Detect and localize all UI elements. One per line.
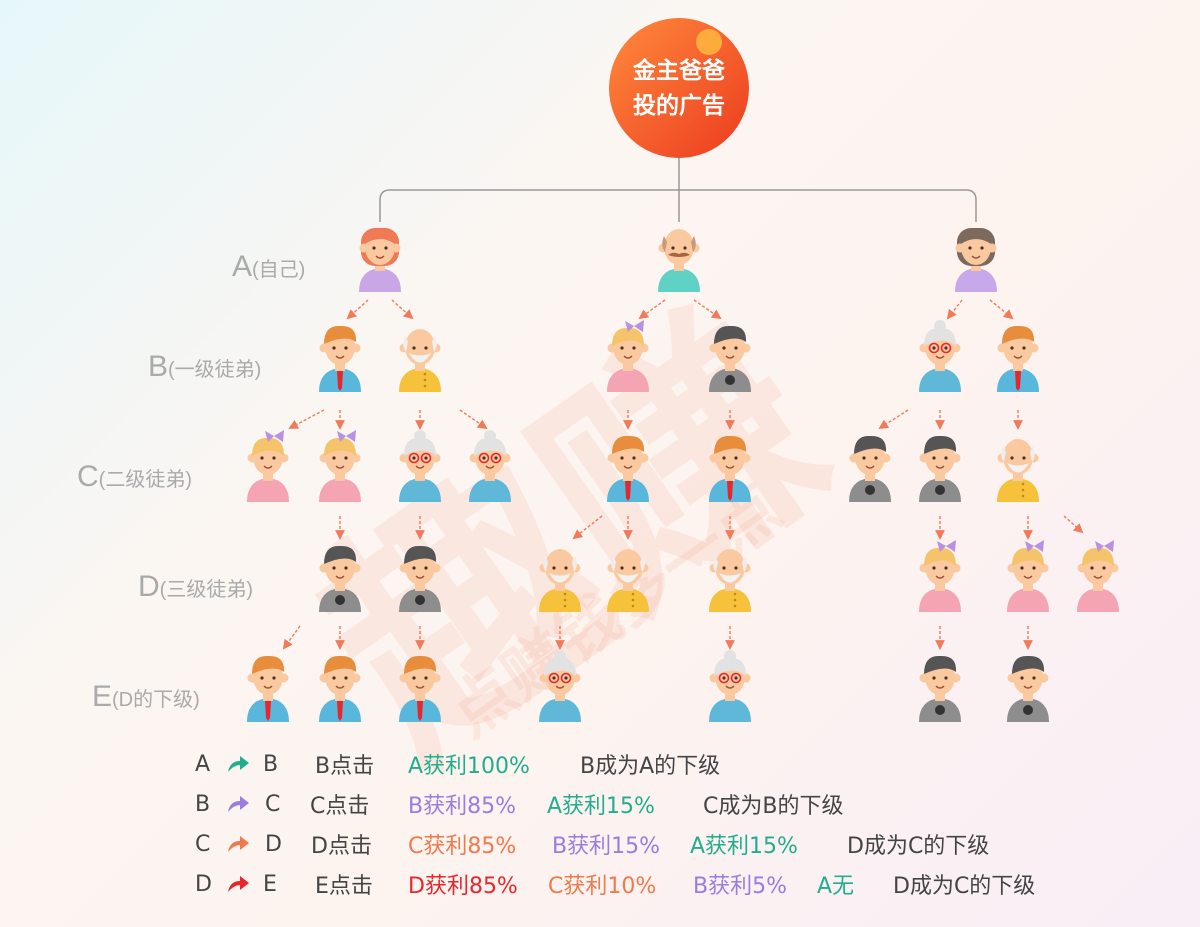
darkboy-avatar-icon — [919, 435, 961, 502]
sponsor-line1: 金主爸爸 — [632, 57, 725, 84]
darkboy-avatar-icon — [919, 655, 961, 722]
grandpa-avatar-icon — [539, 549, 581, 612]
down-arrow-icon — [282, 625, 301, 650]
legend-result: C成为B的下级 — [703, 794, 844, 819]
boy-avatar-icon — [997, 325, 1039, 392]
sponsor-coin-highlight — [696, 29, 722, 55]
redhair-avatar-icon — [359, 227, 401, 292]
down-arrow-icon — [346, 299, 369, 320]
curved-arrow-icon — [228, 836, 249, 852]
legend-gain: C获利10% — [548, 874, 657, 899]
legend-gain: B获利85% — [408, 794, 516, 819]
darkboy-avatar-icon — [319, 545, 361, 612]
legend-gain: D获利85% — [408, 874, 518, 899]
down-arrow-icon — [459, 409, 488, 430]
grandma-avatar-icon — [919, 320, 961, 392]
legend-from: C — [195, 831, 211, 857]
legend-gain: C获利85% — [408, 834, 517, 859]
girl-avatar-icon — [1077, 540, 1119, 612]
legend-result: B成为A的下级 — [580, 754, 721, 779]
legend-gain: A获利15% — [690, 834, 798, 859]
boy-avatar-icon — [607, 435, 649, 502]
grandma-avatar-icon — [539, 650, 581, 722]
sponsor-node: 金主爸爸 投的广告 — [609, 18, 749, 158]
darkboy-avatar-icon — [709, 325, 751, 392]
sponsor-line2: 投的广告 — [633, 92, 725, 119]
grandpa-avatar-icon — [709, 549, 751, 612]
level-label-a: A(自己) — [232, 250, 306, 283]
darkboy-avatar-icon — [849, 435, 891, 502]
girl-avatar-icon — [319, 430, 361, 502]
boy-avatar-icon — [399, 655, 441, 722]
legend-gain: A无 — [817, 874, 855, 899]
grandpa-avatar-icon — [399, 329, 441, 392]
sponsor-circle — [609, 18, 749, 158]
legend-result: D成为C的下级 — [847, 834, 990, 859]
grandma-avatar-icon — [469, 430, 511, 502]
level-label-b: B(一级徒弟) — [148, 350, 262, 383]
down-arrow-icon — [989, 299, 1014, 320]
level-label-e: E(D的下级) — [92, 680, 200, 713]
legend-result: D成为C的下级 — [893, 874, 1036, 899]
down-arrow-icon — [693, 299, 722, 320]
legend-gain: B获利5% — [693, 874, 787, 899]
legend-click: B点击 — [315, 754, 375, 779]
boy-avatar-icon — [709, 435, 751, 502]
legend-to: C — [265, 791, 281, 817]
grandma-avatar-icon — [399, 430, 441, 502]
legend-click: D点击 — [311, 834, 372, 859]
legend-gain: A获利100% — [408, 754, 530, 779]
legend-gain: B获利15% — [552, 834, 660, 859]
level-label-c: C(二级徒弟) — [77, 460, 192, 493]
grandpa-avatar-icon — [997, 439, 1039, 502]
legend-from: A — [195, 751, 211, 777]
girl-avatar-icon — [247, 430, 289, 502]
boy-avatar-icon — [319, 325, 361, 392]
darkboy-avatar-icon — [1007, 655, 1049, 722]
level-label-d: D(三级徒弟) — [138, 570, 253, 603]
legend-click: C点击 — [310, 794, 370, 819]
curved-arrow-icon — [228, 876, 249, 892]
curved-arrow-icon — [228, 796, 249, 812]
down-arrow-icon — [391, 299, 414, 320]
down-arrow-icon — [878, 409, 909, 430]
arrows-layer — [282, 299, 1084, 650]
grandpa-avatar-icon — [607, 549, 649, 612]
girl-avatar-icon — [607, 320, 649, 392]
grandma-avatar-icon — [709, 650, 751, 722]
girl-avatar-icon — [1007, 540, 1049, 612]
boy-avatar-icon — [247, 655, 289, 722]
legend-to: B — [263, 751, 279, 777]
boy-avatar-icon — [319, 655, 361, 722]
people-layer — [247, 227, 1119, 722]
bald-avatar-icon — [658, 229, 700, 292]
girl-avatar-icon — [919, 540, 961, 612]
legend-to: D — [265, 831, 282, 857]
legend-to: E — [263, 871, 277, 897]
darkboy-avatar-icon — [399, 545, 441, 612]
down-arrow-icon — [1063, 515, 1084, 534]
brownhair-avatar-icon — [955, 227, 997, 292]
down-arrow-icon — [288, 409, 325, 429]
legend-gain: A获利15% — [547, 794, 655, 819]
legend-from: B — [195, 791, 211, 817]
connector-bar — [379, 189, 977, 222]
down-arrow-icon — [638, 299, 666, 320]
curved-arrow-icon — [228, 756, 249, 772]
sponsor-connectors — [379, 158, 977, 222]
down-arrow-icon — [946, 299, 963, 320]
legend-from: D — [195, 871, 212, 897]
legend-click: E点击 — [315, 874, 373, 899]
down-arrow-icon — [572, 515, 603, 540]
